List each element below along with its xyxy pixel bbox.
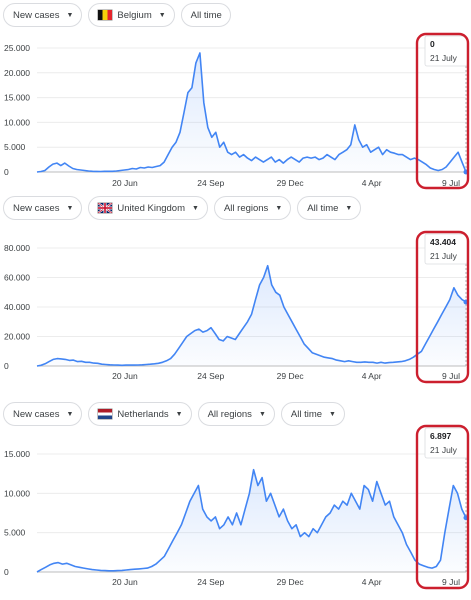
tooltip: 0 21 July bbox=[424, 35, 468, 67]
x-tick-label: 9 Jul bbox=[442, 371, 460, 381]
caret-down-icon: ▼ bbox=[66, 11, 74, 19]
time-dropdown[interactable]: All time ▼ bbox=[280, 402, 345, 426]
tooltip-date: 21 July bbox=[430, 251, 458, 261]
time-dropdown[interactable]: All time ▼ bbox=[297, 196, 362, 220]
country-dropdown[interactable]: Belgium ▼ bbox=[88, 3, 175, 27]
tooltip: 6.897 21 July bbox=[424, 427, 468, 459]
x-tick-label: 20 Jun bbox=[112, 178, 138, 188]
x-tick-label: 29 Dec bbox=[277, 577, 305, 587]
caret-down-icon: ▼ bbox=[66, 204, 74, 212]
country-label: United Kingdom bbox=[117, 202, 186, 214]
uk-cases-chart[interactable]: 0 20.000 40.000 60.000 80.000 20 Jun 24 Sep 29 … bbox=[0, 228, 471, 396]
series-area bbox=[37, 53, 466, 172]
x-tick-label: 20 Jun bbox=[112, 371, 138, 381]
uk-flag-icon bbox=[98, 203, 113, 213]
netherlands-cases-chart[interactable]: 0 5.000 10.000 15.000 20 Jun 24 Sep 29 Dec 4 Ap… bbox=[0, 422, 471, 600]
country-dropdown[interactable]: Netherlands ▼ bbox=[88, 402, 192, 426]
region-label: All regions bbox=[223, 202, 269, 214]
controls-row-belgium: New cases ▼ Belgium ▼ All time bbox=[3, 2, 231, 28]
metric-label: New cases bbox=[13, 202, 60, 214]
region-label: All regions bbox=[207, 408, 252, 420]
country-label: Belgium bbox=[117, 9, 152, 21]
highlight-annotation bbox=[415, 230, 470, 384]
metric-dropdown[interactable]: New cases ▼ bbox=[3, 402, 83, 426]
caret-down-icon: ▼ bbox=[192, 204, 199, 212]
caret-down-icon: ▼ bbox=[158, 11, 166, 19]
y-tick-label: 15.000 bbox=[4, 93, 30, 103]
x-tick-label: 4 Apr bbox=[362, 178, 382, 188]
series-line bbox=[36, 468, 467, 573]
country-dropdown[interactable]: United Kingdom ▼ bbox=[88, 196, 208, 220]
x-tick-label: 9 Jul bbox=[442, 178, 460, 188]
tooltip-value: 43.404 bbox=[430, 237, 456, 247]
tooltip-date: 21 July bbox=[430, 445, 458, 455]
tooltip-date: 21 July bbox=[430, 53, 458, 63]
y-tick-label: 10.000 bbox=[4, 488, 30, 498]
x-tick-label: 4 Apr bbox=[362, 577, 382, 587]
caret-down-icon: ▼ bbox=[66, 410, 74, 418]
caret-down-icon: ▼ bbox=[329, 410, 336, 418]
time-dropdown[interactable]: All time bbox=[180, 3, 231, 27]
belgium-flag-icon bbox=[98, 10, 113, 20]
controls-row-uk: New cases ▼ United Kingdom ▼ All regions… bbox=[3, 195, 362, 221]
y-tick-label: 0 bbox=[4, 361, 9, 371]
x-tick-label: 29 Dec bbox=[277, 178, 305, 188]
metric-dropdown[interactable]: New cases ▼ bbox=[3, 196, 83, 220]
region-dropdown[interactable]: All regions ▼ bbox=[197, 402, 275, 426]
time-label: All time bbox=[190, 9, 222, 21]
caret-down-icon: ▼ bbox=[345, 204, 353, 212]
caret-down-icon: ▼ bbox=[258, 410, 266, 418]
x-tick-label: 9 Jul bbox=[442, 577, 460, 587]
y-tick-label: 20.000 bbox=[4, 332, 30, 342]
y-tick-label: 5.000 bbox=[4, 528, 26, 538]
x-tick-label: 24 Sep bbox=[197, 577, 224, 587]
controls-row-netherlands: New cases ▼ Netherlands ▼ All regions ▼ … bbox=[3, 401, 345, 427]
metric-label: New cases bbox=[13, 9, 60, 21]
tooltip-value: 0 bbox=[430, 39, 435, 49]
x-tick-label: 24 Sep bbox=[197, 178, 224, 188]
metric-label: New cases bbox=[13, 408, 60, 420]
x-tick-label: 24 Sep bbox=[197, 371, 224, 381]
highlight-annotation bbox=[415, 424, 470, 590]
x-tick-label: 4 Apr bbox=[362, 371, 382, 381]
caret-down-icon: ▼ bbox=[175, 410, 183, 418]
region-dropdown[interactable]: All regions ▼ bbox=[213, 196, 292, 220]
y-tick-label: 40.000 bbox=[4, 302, 30, 312]
y-tick-label: 20.000 bbox=[4, 68, 30, 78]
country-label: Netherlands bbox=[117, 408, 169, 420]
time-label: All time bbox=[307, 202, 339, 214]
series-area bbox=[37, 469, 466, 572]
metric-dropdown[interactable]: New cases ▼ bbox=[3, 3, 83, 27]
tooltip: 43.404 21 July bbox=[424, 233, 468, 265]
series-line bbox=[36, 52, 467, 173]
x-tick-label: 29 Dec bbox=[277, 371, 305, 381]
y-tick-label: 0 bbox=[4, 167, 9, 177]
belgium-cases-chart[interactable]: 0 5.000 10.000 15.000 20.000 25.000 20 Jun 24 S… bbox=[0, 30, 471, 198]
caret-down-icon: ▼ bbox=[275, 204, 283, 212]
y-tick-label: 80.000 bbox=[4, 243, 30, 253]
series-line bbox=[36, 264, 467, 367]
highlight-annotation bbox=[415, 32, 470, 190]
y-tick-label: 25.000 bbox=[4, 43, 30, 53]
time-label: All time bbox=[290, 408, 323, 420]
y-tick-label: 5.000 bbox=[4, 142, 26, 152]
netherlands-flag-icon bbox=[98, 409, 113, 419]
x-tick-label: 20 Jun bbox=[112, 577, 138, 587]
y-tick-label: 0 bbox=[4, 567, 9, 577]
y-tick-label: 15.000 bbox=[4, 449, 30, 459]
y-tick-label: 10.000 bbox=[4, 117, 30, 127]
tooltip-value: 6.897 bbox=[430, 431, 452, 441]
y-tick-label: 60.000 bbox=[4, 273, 30, 283]
